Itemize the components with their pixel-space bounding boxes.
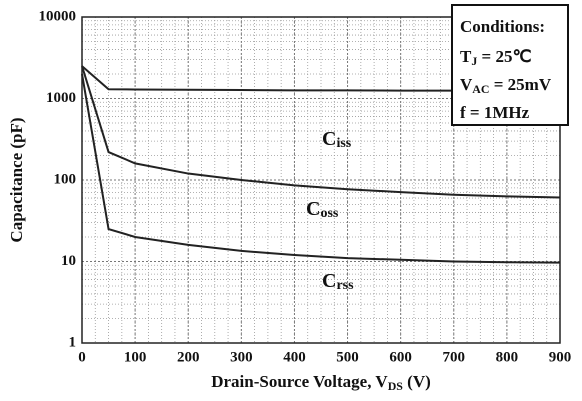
- y-tick-label: 10: [61, 253, 76, 269]
- condition-line: f = 1MHz: [460, 103, 530, 122]
- subscript: iss: [336, 136, 351, 151]
- line: [81, 65, 561, 199]
- plot-frame: [81, 16, 561, 344]
- series-label: Crss: [322, 270, 354, 294]
- subscript: oss: [320, 206, 338, 221]
- x-tick-label: 600: [389, 349, 412, 365]
- text-part: f = 1MHz: [460, 103, 530, 122]
- x-tick-label: 900: [549, 349, 572, 365]
- series-label: Ciss: [322, 128, 352, 152]
- y-axis-label: Capacitance (pF): [7, 117, 26, 242]
- x-tick-label: 100: [124, 349, 147, 365]
- x-tick-label: 0: [78, 349, 86, 365]
- condition-line: VAC = 25mV: [460, 75, 552, 96]
- text-part: (V): [403, 372, 431, 391]
- y-tick-label: 10000: [39, 8, 77, 24]
- text-part: C: [322, 128, 336, 150]
- x-tick-label: 300: [230, 349, 253, 365]
- y-tick-label: 100: [54, 171, 77, 187]
- x-tick-label: 400: [283, 349, 306, 365]
- text-part: C: [306, 198, 320, 220]
- y-tick-label: 1000: [46, 90, 76, 106]
- x-tick-label: 700: [443, 349, 466, 365]
- conditions-box: [451, 4, 569, 126]
- x-tick-label: 800: [496, 349, 519, 365]
- x-tick-label: 200: [177, 349, 200, 365]
- text-part: V: [460, 75, 473, 94]
- condition-line: TJ = 25℃: [460, 47, 532, 68]
- subscript: J: [471, 54, 477, 68]
- series-label: Coss: [306, 198, 339, 222]
- conditions-title: Conditions:: [460, 17, 545, 36]
- x-axis-label: Drain-Source Voltage, VDS (V): [211, 372, 431, 393]
- text-part: T: [460, 47, 472, 66]
- subscript: rss: [336, 278, 354, 293]
- subscript: AC: [472, 82, 489, 96]
- subscript: DS: [388, 379, 404, 393]
- text-part: = 25℃: [477, 47, 531, 66]
- y-tick-label: 1: [69, 334, 77, 350]
- line: [81, 73, 561, 264]
- text-part: C: [322, 270, 336, 292]
- x-tick-label: 500: [336, 349, 359, 365]
- text-part: = 25mV: [489, 75, 551, 94]
- text-part: Drain-Source Voltage, V: [211, 372, 388, 391]
